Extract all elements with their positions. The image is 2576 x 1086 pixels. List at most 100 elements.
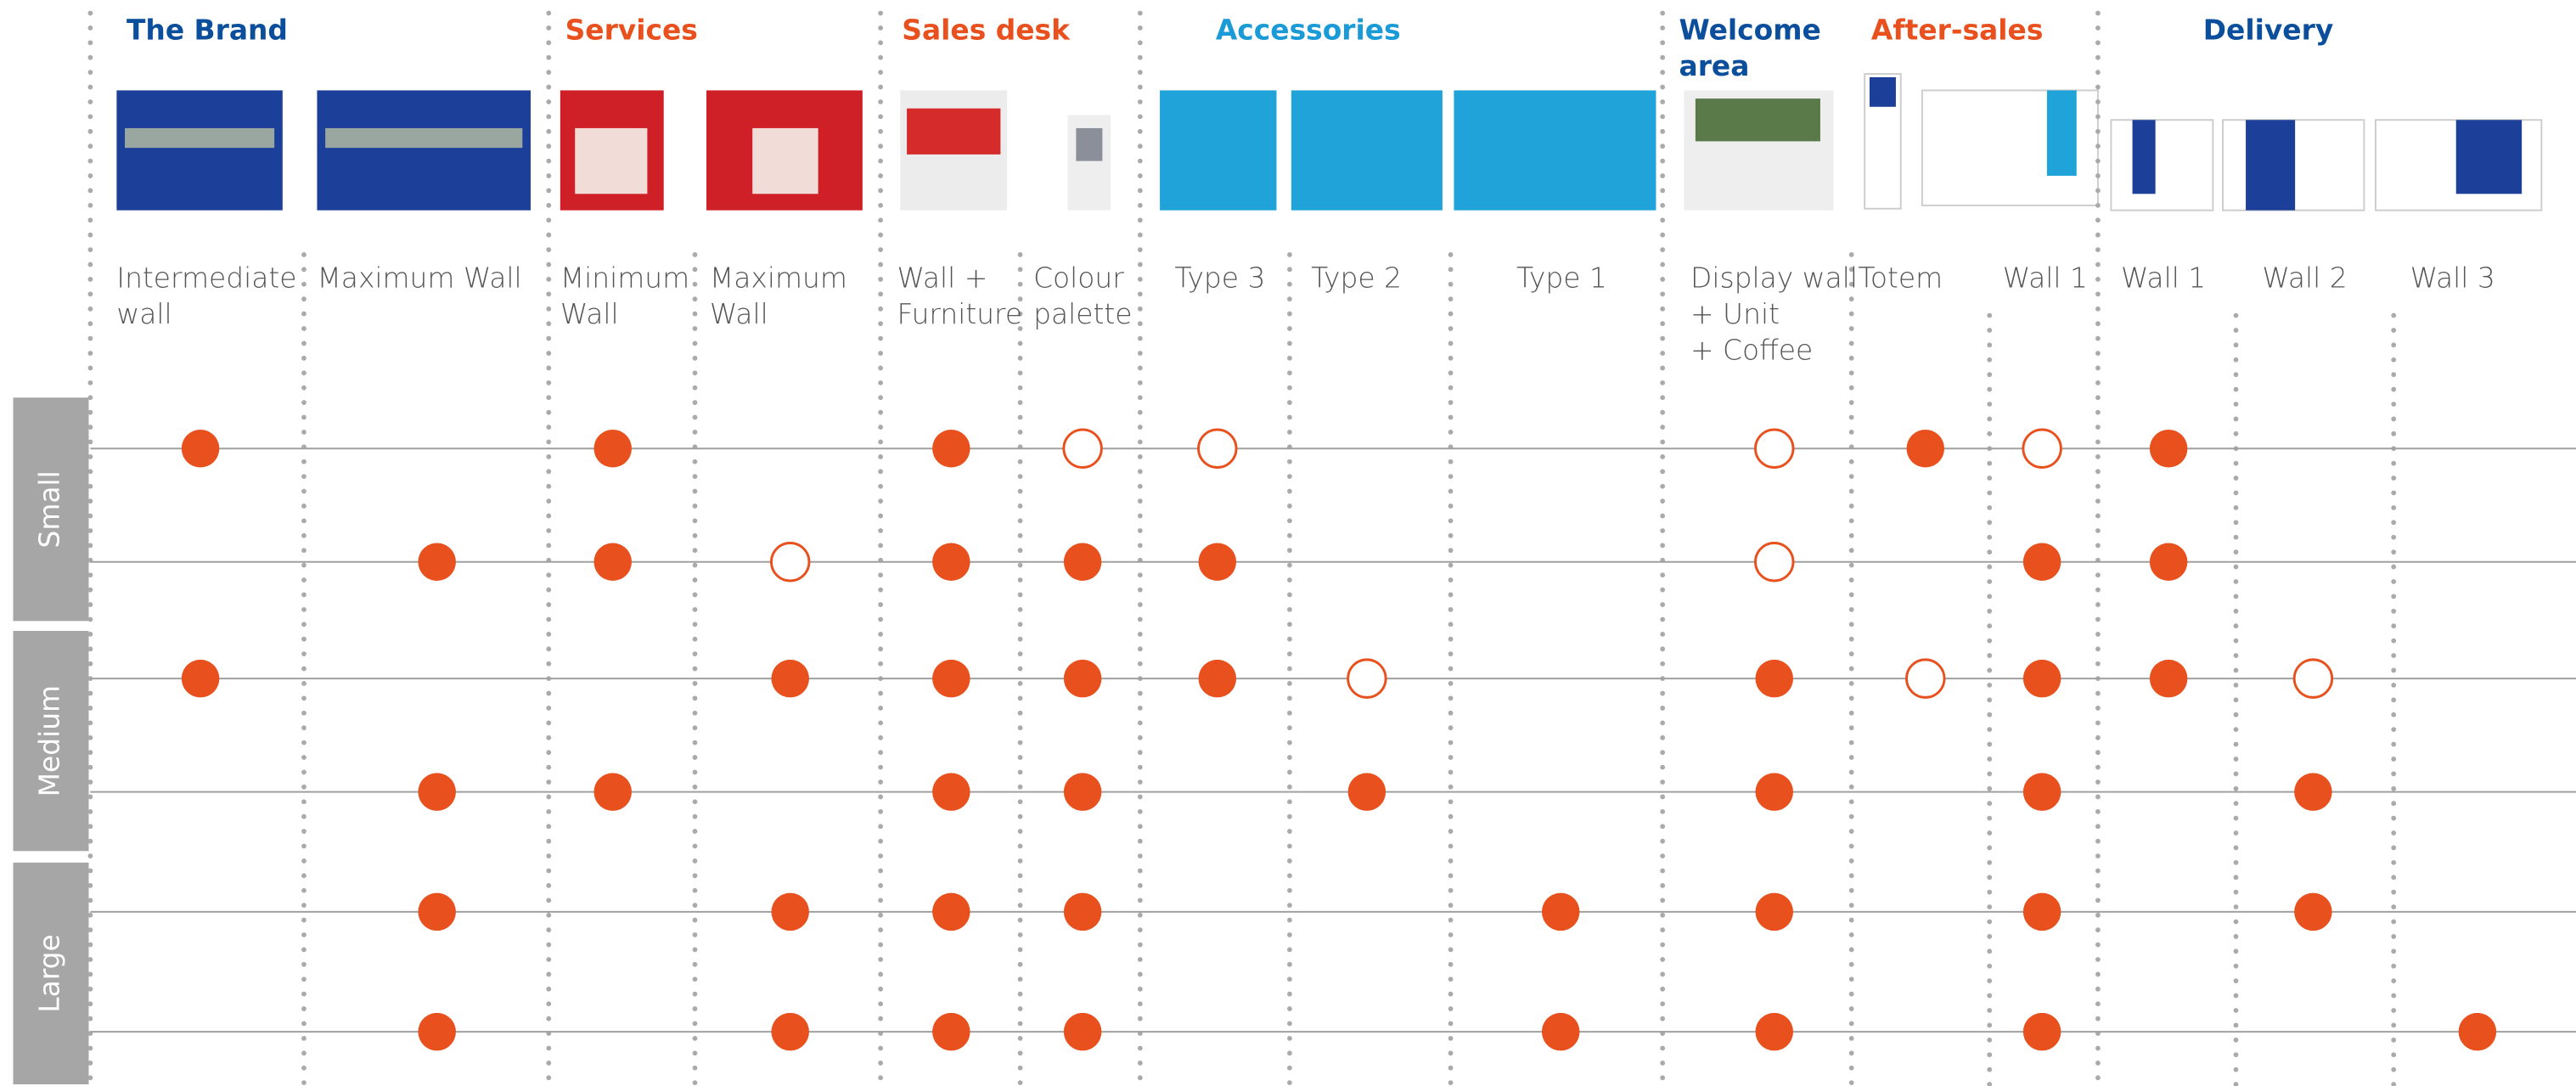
filled-dot <box>181 659 220 698</box>
column-label: Type 3 <box>1174 262 1265 295</box>
filled-dot <box>1755 1012 1793 1051</box>
section-title: Accessories <box>1216 13 1401 46</box>
column-label: Totem <box>1858 262 1943 295</box>
open-dot <box>1347 658 1387 699</box>
thumbnail <box>1160 90 1277 211</box>
section-title: Sales desk <box>902 13 1071 46</box>
filled-dot <box>1063 892 1102 931</box>
filled-dot <box>932 1012 970 1051</box>
group-label: Small <box>32 470 65 548</box>
column-label: Display wall <box>1690 262 1858 295</box>
column-label: + Coffee <box>1690 334 1813 367</box>
thumbnail <box>317 90 531 211</box>
filled-dot <box>1347 773 1386 811</box>
open-dot <box>1062 428 1103 469</box>
filled-dot <box>2022 773 2061 811</box>
open-dot <box>2022 428 2062 469</box>
section-title: Services <box>565 13 698 46</box>
group-box <box>13 631 89 852</box>
column-label: Type 1 <box>1516 262 1607 295</box>
filled-dot <box>1063 543 1102 582</box>
filled-dot <box>1755 773 1793 811</box>
filled-dot <box>932 543 970 582</box>
filled-dot <box>1198 543 1237 582</box>
column-label: Type 2 <box>1311 262 1402 295</box>
filled-dot <box>771 659 809 698</box>
thumbnail <box>1454 90 1656 211</box>
thumbnail-panel <box>2046 90 2077 177</box>
open-dot <box>770 542 811 582</box>
filled-dot <box>418 892 456 931</box>
filled-dot <box>1063 659 1102 698</box>
thumbnail-panel <box>1695 98 1820 142</box>
column-label: palette <box>1033 297 1132 330</box>
filled-dot <box>1541 892 1580 931</box>
column-label: Wall <box>710 297 768 330</box>
filled-dot <box>2022 659 2061 698</box>
filled-dot <box>932 659 970 698</box>
filled-dot <box>1755 659 1793 698</box>
filled-dot <box>2149 543 2188 582</box>
column-label: Wall 1 <box>2003 262 2088 295</box>
filled-dot <box>418 543 456 582</box>
filled-dot <box>932 429 970 468</box>
filled-dot <box>932 892 970 931</box>
column-label: Maximum Wall <box>317 262 521 295</box>
section-title: After-sales <box>1871 13 2044 46</box>
column-label: Furniture <box>897 297 1022 330</box>
group-box <box>13 397 89 622</box>
group-label: Large <box>32 934 65 1013</box>
column-label: Colour <box>1033 262 1124 295</box>
column-label: Wall + <box>897 262 987 295</box>
filled-dot <box>2149 659 2188 698</box>
column-label: Maximum <box>710 262 847 295</box>
filled-dot <box>2022 1012 2061 1051</box>
filled-dot <box>593 773 632 811</box>
filled-dot <box>2458 1012 2497 1051</box>
filled-dot <box>1755 892 1793 931</box>
thumbnail-panel <box>2246 120 2296 211</box>
thumbnail-panel <box>2132 120 2156 194</box>
filled-dot <box>1063 1012 1102 1051</box>
open-dot <box>1754 428 1795 469</box>
filled-dot <box>2294 773 2332 811</box>
thumbnail-photo <box>325 127 523 149</box>
filled-dot <box>2022 892 2061 931</box>
column-label: Wall 3 <box>2410 262 2495 295</box>
thumbnail <box>116 90 283 211</box>
filled-dot <box>418 773 456 811</box>
thumbnail-panel <box>1869 76 1896 107</box>
thumbnail-panel <box>752 127 818 194</box>
filled-dot <box>2022 543 2061 582</box>
filled-dot <box>1541 1012 1580 1051</box>
column-label: Intermediate <box>116 262 296 295</box>
column-label: Minimum <box>560 262 689 295</box>
group-label: Medium <box>32 685 65 796</box>
thumbnail-panel <box>1076 127 1103 161</box>
filled-dot <box>2294 892 2332 931</box>
section-title: Welcome <box>1679 13 1821 46</box>
filled-dot <box>771 1012 809 1051</box>
thumbnail <box>1291 90 1443 211</box>
thumbnail <box>2110 119 2214 211</box>
column-label: Wall 2 <box>2262 262 2347 295</box>
thumbnail-panel <box>575 127 648 194</box>
section-title: The Brand <box>127 13 288 46</box>
thumbnail-photo <box>125 127 275 149</box>
thumbnail-panel <box>907 108 1001 155</box>
filled-dot <box>2149 429 2188 468</box>
section-title: Delivery <box>2203 13 2333 46</box>
open-dot <box>1905 658 1946 699</box>
open-dot <box>1754 542 1795 582</box>
thumbnail-panel <box>2455 120 2523 194</box>
filled-dot <box>181 429 220 468</box>
filled-dot <box>771 892 809 931</box>
filled-dot <box>1198 659 1237 698</box>
filled-dot <box>932 773 970 811</box>
filled-dot <box>1063 773 1102 811</box>
open-dot <box>1197 428 1238 469</box>
column-label: + Unit <box>1690 297 1780 330</box>
open-dot <box>2292 658 2334 699</box>
